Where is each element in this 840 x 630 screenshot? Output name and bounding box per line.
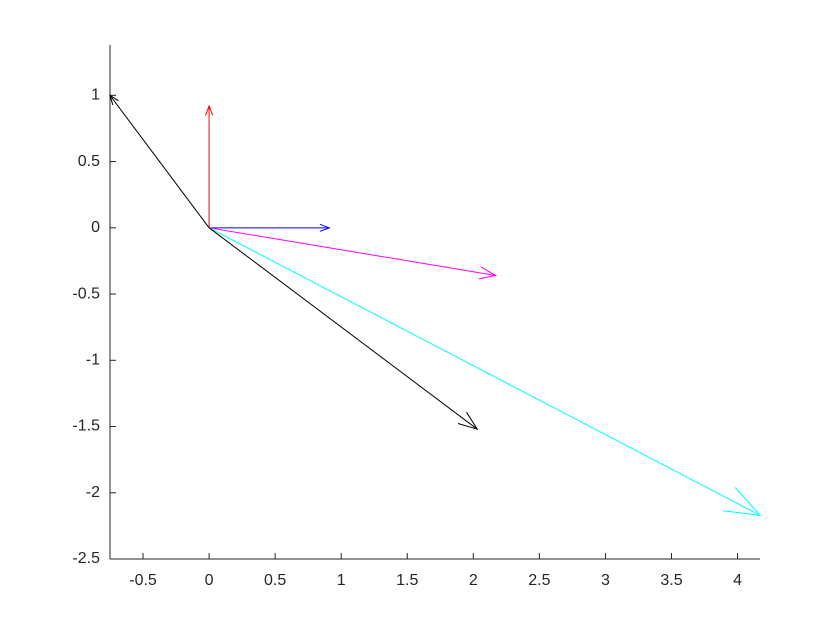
arrow-head [457, 411, 479, 431]
y-tick-label: 0.5 [78, 153, 100, 170]
y-tick-label: -2 [86, 484, 100, 501]
x-tick-label: 3.5 [660, 572, 682, 589]
x-tick-label: 3 [601, 572, 610, 589]
x-tick-label: 1 [337, 572, 346, 589]
x-tick-label: -0.5 [129, 572, 157, 589]
arrow [208, 227, 761, 516]
arrow-head [722, 487, 762, 516]
x-tick-label: 2 [469, 572, 478, 589]
y-tick-label: -0.5 [72, 285, 100, 302]
arrow-head [478, 266, 498, 280]
x-tick-label: 0.5 [264, 572, 286, 589]
x-tick-label: 4 [733, 572, 742, 589]
arrow-head [205, 104, 214, 116]
y-tick-label: 1 [91, 87, 100, 104]
x-tick-label: 2.5 [528, 572, 550, 589]
arrow [208, 227, 478, 430]
arrow [109, 95, 210, 229]
y-tick-label: -2.5 [72, 550, 100, 567]
arrow-head [109, 94, 119, 106]
arrow [209, 227, 496, 276]
x-tick-label: 1.5 [396, 572, 418, 589]
arrow-head [319, 223, 331, 232]
y-tick-label: -1 [86, 352, 100, 369]
y-tick-label: 0 [91, 219, 100, 236]
x-tick-label: 0 [205, 572, 214, 589]
y-tick-label: -1.5 [72, 418, 100, 435]
